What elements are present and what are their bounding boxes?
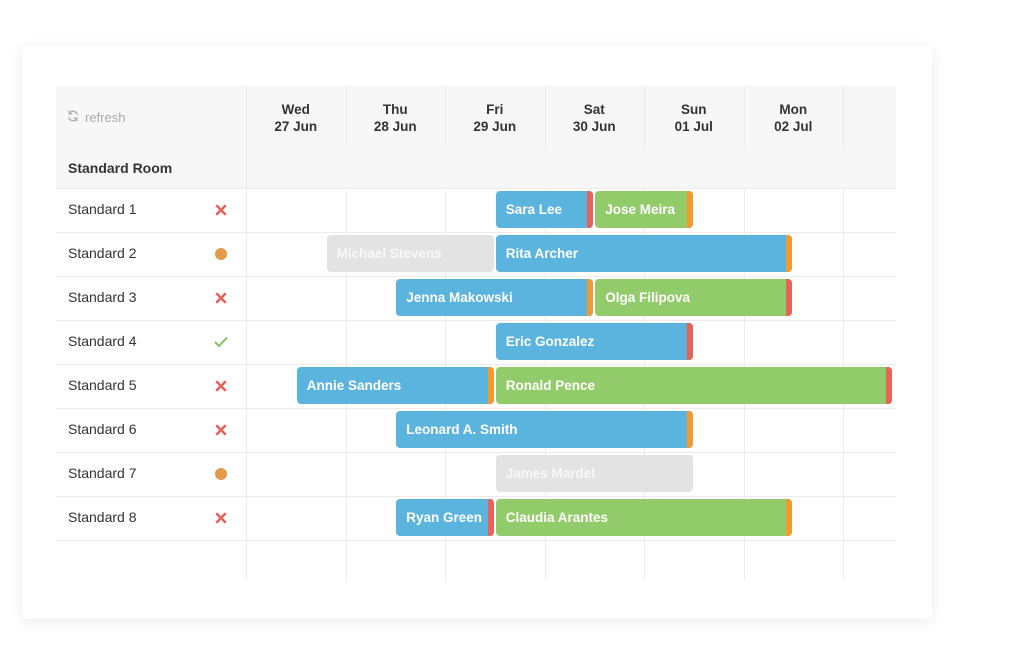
day-of-week: Sat	[583, 101, 605, 117]
day-header: Sat 30 Jun	[545, 86, 645, 149]
booking-status-marker	[587, 279, 594, 316]
room-row: Standard 2	[56, 232, 896, 277]
booking-status-marker	[786, 235, 793, 272]
cross-icon	[213, 290, 229, 306]
day-date: 29 Jun	[473, 118, 517, 134]
refresh-button[interactable]: refresh	[67, 86, 125, 149]
booking-guest-name: Ronald Pence	[505, 378, 596, 393]
booking-bar[interactable]: Ronald Pence	[495, 367, 892, 404]
booking-guest-name: Ryan Green	[406, 510, 483, 525]
grid-line	[843, 86, 844, 149]
cross-icon	[213, 378, 229, 394]
room-name: Standard 2	[68, 245, 137, 261]
booking-guest-name: Sara Lee	[505, 202, 563, 217]
day-header: Sun 01 Jul	[644, 86, 744, 149]
room-row: Standard 6	[56, 408, 896, 453]
room-row: Standard 4	[56, 320, 896, 365]
cross-icon	[213, 510, 229, 526]
cross-icon	[213, 202, 229, 218]
day-of-week: Fri	[486, 101, 504, 117]
room-row: Standard 8	[56, 496, 896, 541]
booking-guest-name: Michael Stevens	[336, 246, 442, 261]
booking-guest-name: Claudia Arantes	[505, 510, 609, 525]
grid-line	[445, 86, 446, 149]
room-row: Standard 7	[56, 452, 896, 497]
booking-status-marker	[587, 191, 594, 228]
booking-status-marker	[686, 323, 693, 360]
booking-bar[interactable]: Rita Archer	[495, 235, 793, 272]
room-name: Standard 6	[68, 421, 137, 437]
booking-guest-name: James Mardel	[505, 466, 596, 481]
room-name: Standard 3	[68, 289, 137, 305]
booking-guest-name: Jenna Makowski	[406, 290, 513, 305]
booking-guest-name: Eric Gonzalez	[505, 334, 595, 349]
booking-bar[interactable]: Michael Stevens	[326, 235, 494, 272]
booking-bar[interactable]: Ryan Green	[396, 499, 494, 536]
dot-icon	[213, 246, 229, 262]
day-header: Fri 29 Jun	[445, 86, 545, 149]
day-of-week: Thu	[382, 101, 408, 117]
grid-line	[544, 86, 546, 149]
day-date: 01 Jul	[674, 118, 713, 134]
check-icon	[213, 334, 229, 350]
day-date: 28 Jun	[373, 118, 417, 134]
room-name: Standard 4	[68, 333, 137, 349]
booking-status-marker	[487, 367, 494, 404]
dot-icon	[213, 466, 229, 482]
scheduler-grid: refresh Standard Room Wed 27 Jun Thu 28 Jun…	[56, 86, 896, 580]
booking-status-marker	[786, 499, 793, 536]
booking-bar[interactable]: Annie Sanders	[296, 367, 494, 404]
booking-bar[interactable]: Olga Filipova	[595, 279, 793, 316]
booking-status-marker	[487, 499, 494, 536]
cross-icon	[213, 422, 229, 438]
booking-guest-name: Annie Sanders	[306, 378, 402, 393]
booking-status-marker	[686, 411, 693, 448]
day-header: Wed 27 Jun	[246, 86, 346, 149]
grid-line	[246, 86, 247, 580]
room-name: Standard 7	[68, 465, 137, 481]
booking-guest-name: Rita Archer	[505, 246, 579, 261]
room-row: Standard 3	[56, 276, 896, 321]
grid-line	[345, 86, 347, 149]
grid-line	[644, 86, 645, 149]
booking-guest-name: Leonard A. Smith	[406, 422, 518, 437]
day-header: Mon 02 Jul	[744, 86, 844, 149]
booking-bar[interactable]: Claudia Arantes	[495, 499, 793, 536]
day-of-week: Mon	[779, 101, 808, 117]
day-of-week: Sun	[681, 101, 707, 117]
booking-bar[interactable]: Leonard A. Smith	[396, 411, 693, 448]
room-name: Standard 8	[68, 509, 137, 525]
refresh-label: refresh	[85, 110, 126, 125]
booking-status-marker	[686, 191, 693, 228]
booking-status-marker	[786, 279, 793, 316]
room-row: Standard 1	[56, 188, 896, 233]
room-row: Standard 5	[56, 364, 896, 409]
booking-bar[interactable]: Jenna Makowski	[396, 279, 594, 316]
booking-guest-name: Jose Meira	[605, 202, 676, 217]
room-group-name: Standard Room	[68, 160, 173, 176]
day-header: Thu 28 Jun	[346, 86, 446, 149]
refresh-icon	[67, 110, 79, 125]
booking-guest-name: Olga Filipova	[605, 290, 691, 305]
grid-line	[743, 86, 745, 149]
day-of-week: Wed	[281, 101, 310, 117]
booking-bar[interactable]: Eric Gonzalez	[495, 323, 693, 360]
day-date: 27 Jun	[274, 118, 318, 134]
room-group-header: Standard Room	[56, 149, 896, 189]
booking-status-marker	[885, 367, 892, 404]
day-date: 30 Jun	[572, 118, 616, 134]
calendar-header: refresh	[56, 86, 896, 150]
day-date: 02 Jul	[774, 118, 813, 134]
room-name: Standard 1	[68, 201, 137, 217]
booking-bar[interactable]: Sara Lee	[495, 191, 594, 228]
booking-bar[interactable]: James Mardel	[495, 455, 693, 492]
room-name: Standard 5	[68, 377, 137, 393]
booking-bar[interactable]: Jose Meira	[595, 191, 693, 228]
